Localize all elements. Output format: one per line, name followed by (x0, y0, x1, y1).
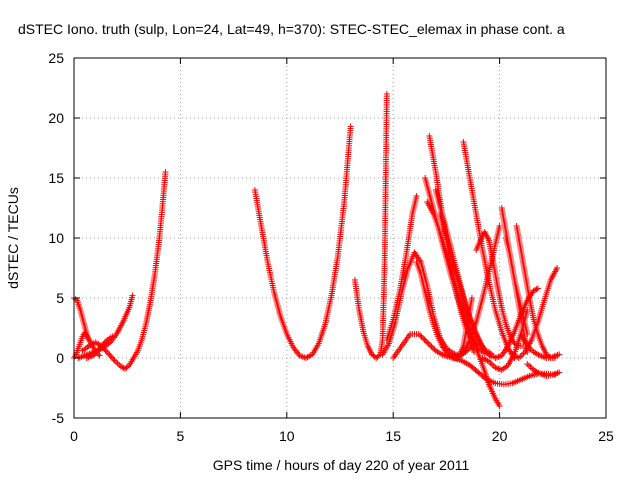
data-point (107, 353, 114, 360)
x-axis-label: GPS time / hours of day 220 of year 2011 (213, 457, 470, 473)
data-point (556, 351, 563, 358)
data-point (524, 361, 531, 367)
data-point (524, 331, 531, 337)
data-point (419, 335, 426, 342)
data-point (96, 352, 103, 359)
data-point (429, 345, 436, 351)
x-tick-label: 10 (279, 428, 295, 444)
data-point (415, 331, 422, 337)
x-tick-label: 20 (492, 428, 508, 444)
data-point (101, 339, 108, 346)
data-point (109, 333, 116, 340)
data-point (489, 361, 496, 368)
data-point (106, 351, 113, 358)
data-point (524, 307, 531, 313)
data-point (110, 355, 117, 362)
data-point (533, 286, 540, 293)
data-point (95, 346, 102, 353)
data-point (162, 169, 169, 175)
data-point (425, 340, 432, 347)
data-point (347, 123, 354, 130)
data-point (534, 285, 541, 292)
data-point (93, 348, 100, 355)
x-tick-label: 15 (385, 428, 401, 444)
data-point (421, 336, 428, 343)
data-point (103, 348, 110, 355)
x-tick-label: 0 (70, 428, 78, 444)
data-point (113, 358, 120, 365)
data-point (527, 364, 534, 370)
data-point (129, 292, 136, 299)
data-point (102, 347, 109, 354)
data-point (468, 295, 475, 301)
data-point (525, 362, 532, 369)
data-point (99, 342, 106, 349)
data-point (97, 343, 104, 350)
data-point (418, 333, 425, 340)
data-point (413, 193, 420, 199)
y-tick-label: 10 (48, 230, 64, 246)
data-marks (71, 91, 563, 409)
data-point (424, 339, 431, 346)
data-point (552, 370, 559, 377)
axis-ticks: 0 5 10 15 20 25 -5 0 5 10 15 20 25 (48, 50, 614, 444)
data-point (105, 350, 112, 357)
data-point (428, 343, 435, 350)
x-tick-label: 25 (598, 428, 614, 444)
data-point (108, 354, 115, 361)
y-tick-label: 25 (48, 50, 64, 66)
data-point (556, 369, 563, 376)
data-point (517, 353, 524, 360)
data-point (496, 223, 503, 229)
y-tick-label: 15 (48, 170, 64, 186)
y-tick-label: 0 (56, 350, 64, 366)
data-point (495, 353, 502, 360)
data-point (90, 352, 97, 359)
data-point (92, 349, 99, 356)
data-point (422, 338, 429, 344)
data-point (383, 91, 390, 97)
y-tick-label: 5 (56, 290, 64, 306)
data-point (431, 346, 438, 353)
data-point (91, 351, 98, 358)
data-point (554, 265, 561, 271)
data-point (100, 341, 107, 348)
y-tick-label: -5 (52, 410, 65, 426)
data-point (96, 345, 103, 352)
data-point (427, 342, 434, 349)
data-point (417, 332, 424, 339)
data-point (85, 337, 92, 343)
data-point (376, 352, 383, 359)
y-axis-label: dSTEC / TECUs (5, 187, 21, 289)
data-point (114, 360, 121, 367)
y-tick-label: 20 (48, 110, 64, 126)
data-point (496, 403, 503, 409)
x-tick-label: 5 (177, 428, 185, 444)
chart-title: dSTEC Iono. truth (sulp, Lon=24, Lat=49,… (18, 21, 565, 37)
